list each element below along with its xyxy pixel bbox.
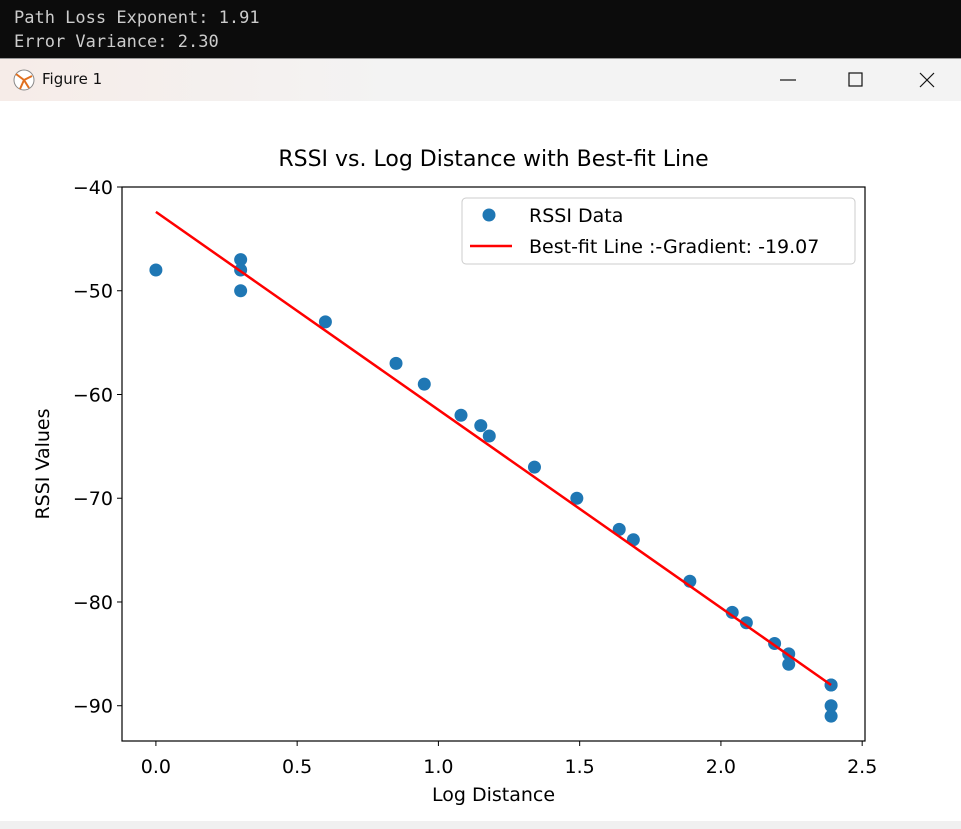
x-tick-label: 2.5 [847,756,877,778]
window-controls [780,72,935,88]
y-tick-label: −80 [73,592,113,614]
data-point [318,315,332,329]
close-button[interactable] [919,72,935,88]
x-axis-label: Log Distance [432,784,555,806]
data-point [824,699,838,713]
title-bar: Figure 1 [0,59,961,101]
window-title: Figure 1 [42,70,103,88]
maximize-button[interactable] [848,72,863,87]
data-point [234,253,248,267]
legend: RSSI Data Best-fit Line :-Gradient: -19.0… [461,197,856,265]
chart-title: RSSI vs. Log Distance with Best-fit Line [278,147,708,172]
chart: RSSI vs. Log Distance with Best-fit Line… [32,147,877,806]
data-point [149,263,163,277]
data-point [389,356,403,370]
data-point [474,419,488,433]
y-tick-label: −90 [73,696,113,718]
y-axis-label: RSSI Values [32,408,54,519]
terminal-line: Error Variance: 2.30 [14,32,219,52]
app-icon [13,69,35,91]
axes-frame [121,186,866,742]
data-point [234,284,248,298]
terminal-line: Path Loss Exponent: 1.91 [14,8,260,28]
data-point [782,657,796,671]
x-tick-label: 0.0 [141,756,171,778]
legend-box [461,197,856,265]
figure-window: Figure 1 [0,58,961,829]
data-point [739,616,753,630]
y-tick-label: −70 [73,488,113,510]
legend-label: RSSI Data [529,205,623,227]
data-point [527,460,541,474]
legend-marker [482,208,496,222]
status-bar [0,821,961,829]
data-point [417,377,431,391]
y-tick-label: −60 [73,384,113,406]
y-tick-label: −40 [73,177,113,199]
data-point [454,408,468,422]
x-tick-label: 2.0 [706,756,736,778]
fit-line [155,210,832,687]
x-tick-label: 1.5 [565,756,595,778]
terminal: Path Loss Exponent: 1.91 Error Variance:… [0,0,961,58]
data-point [482,429,496,443]
y-tick-label: −50 [73,281,113,303]
data-point [725,605,739,619]
x-tick-label: 1.0 [423,756,453,778]
data-point [570,491,584,505]
legend-label: Best-fit Line :-Gradient: -19.07 [529,236,819,258]
x-tick-label: 0.5 [282,756,312,778]
data-point [824,709,838,723]
data-point [612,522,626,536]
